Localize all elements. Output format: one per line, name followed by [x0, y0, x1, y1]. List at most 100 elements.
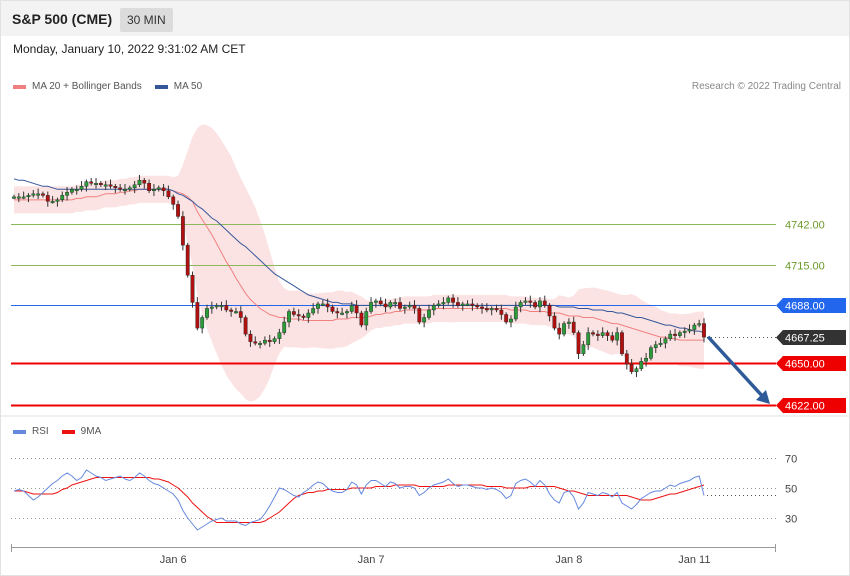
- chart-header: S&P 500 (CME) 30 MIN: [1, 1, 849, 36]
- ma9-swatch: [61, 429, 75, 434]
- candle-body: [658, 342, 663, 345]
- candle-body: [566, 321, 571, 324]
- candle-body: [282, 321, 287, 333]
- candle-body: [629, 364, 634, 373]
- candle-body: [21, 196, 26, 199]
- candle-body: [113, 186, 118, 189]
- candle-body: [586, 332, 591, 345]
- x-tick-label: Jan 11: [678, 554, 710, 566]
- candle-body: [620, 332, 624, 354]
- rsi-tick-label: 30: [785, 514, 797, 526]
- candle-body: [673, 333, 677, 336]
- candle-body: [702, 323, 706, 338]
- candle-body: [571, 321, 576, 333]
- rsi-tick-label: 50: [785, 484, 797, 496]
- candle-body: [127, 187, 132, 190]
- candle-body: [60, 195, 65, 201]
- candle-body: [576, 332, 581, 354]
- ma20-line: [14, 188, 704, 341]
- candle-body: [615, 332, 620, 341]
- bollinger-band: [14, 124, 704, 402]
- candle-body: [176, 204, 180, 217]
- credit-text: Research © 2022 Trading Central: [691, 81, 841, 92]
- candle-body: [296, 314, 301, 317]
- candle-body: [31, 193, 36, 196]
- candle-body: [229, 309, 234, 312]
- candle-body: [219, 305, 224, 308]
- candle-body: [528, 300, 533, 303]
- candle-body: [610, 335, 615, 341]
- candle-body: [562, 323, 566, 335]
- level-lines: 4742.00 4715.00 4688.00 4667.25 4650.00 4622.…: [11, 220, 846, 413]
- rsi-line: [13, 469, 705, 531]
- rsi-legend: RSI 9MA: [13, 426, 101, 437]
- timeframe-badge[interactable]: 30 MIN: [120, 8, 173, 32]
- candle-body: [345, 311, 349, 314]
- candle-body: [677, 332, 682, 336]
- candle-body: [195, 302, 200, 329]
- candle-body: [581, 344, 586, 354]
- candle-body: [547, 305, 552, 317]
- candle-body: [267, 339, 272, 342]
- candle-body: [431, 305, 436, 311]
- level-label: 4650.00: [785, 359, 825, 371]
- candle-body: [441, 302, 446, 305]
- candle-body: [248, 333, 253, 342]
- candle-body: [393, 302, 398, 305]
- candle-body: [697, 323, 702, 326]
- candle-body: [55, 199, 60, 202]
- candle-body: [123, 189, 127, 192]
- candle-body: [89, 181, 94, 184]
- candle-body: [653, 344, 658, 348]
- candle-body: [291, 311, 296, 315]
- candle-body: [480, 306, 484, 309]
- candle-body: [494, 308, 499, 311]
- candle-body: [36, 193, 41, 196]
- candle-body: [383, 303, 388, 308]
- candle-body: [185, 244, 190, 276]
- candle-body: [301, 315, 306, 318]
- candle-body: [644, 358, 648, 362]
- level-label: 4622.00: [785, 401, 825, 413]
- rsi-panel: 70 50 30: [11, 454, 797, 531]
- candle-body: [205, 308, 209, 318]
- candle-body: [427, 309, 431, 318]
- candle-body: [470, 303, 475, 306]
- rsi-tick-label: 70: [785, 454, 797, 466]
- candle-body: [335, 311, 340, 314]
- candle-body: [591, 332, 595, 335]
- candle-body: [84, 181, 89, 187]
- candle-body: [557, 327, 562, 335]
- candle-body: [316, 303, 320, 309]
- candle-body: [369, 302, 373, 312]
- candle-body: [12, 196, 16, 199]
- candle-body: [687, 329, 692, 332]
- ma20-swatch: [13, 84, 26, 89]
- candle-body: [311, 308, 316, 314]
- candle-body: [118, 187, 123, 190]
- ma20-legend-label: MA 20 + Bollinger Bands: [32, 81, 142, 92]
- candle-body: [325, 303, 330, 308]
- candle-body: [451, 297, 455, 303]
- candle-body: [253, 341, 258, 344]
- candle-body: [79, 186, 84, 190]
- candle-body: [412, 305, 417, 309]
- candle-body: [161, 187, 166, 192]
- candle-body: [65, 192, 69, 196]
- level-label: 4742.00: [785, 220, 825, 232]
- candle-body: [634, 368, 639, 373]
- candle-body: [340, 312, 345, 315]
- candle-body: [354, 305, 359, 314]
- candle-body: [460, 303, 465, 306]
- candle-body: [16, 196, 21, 199]
- candle-body: [98, 183, 103, 185]
- candle-body: [287, 311, 291, 323]
- candle-body: [258, 342, 262, 345]
- candle-body: [668, 333, 673, 339]
- candle-body: [407, 305, 412, 308]
- candle-body: [364, 311, 369, 326]
- candle-body: [605, 332, 610, 336]
- candle-body: [152, 189, 156, 192]
- forecast-arrow: [706, 335, 767, 401]
